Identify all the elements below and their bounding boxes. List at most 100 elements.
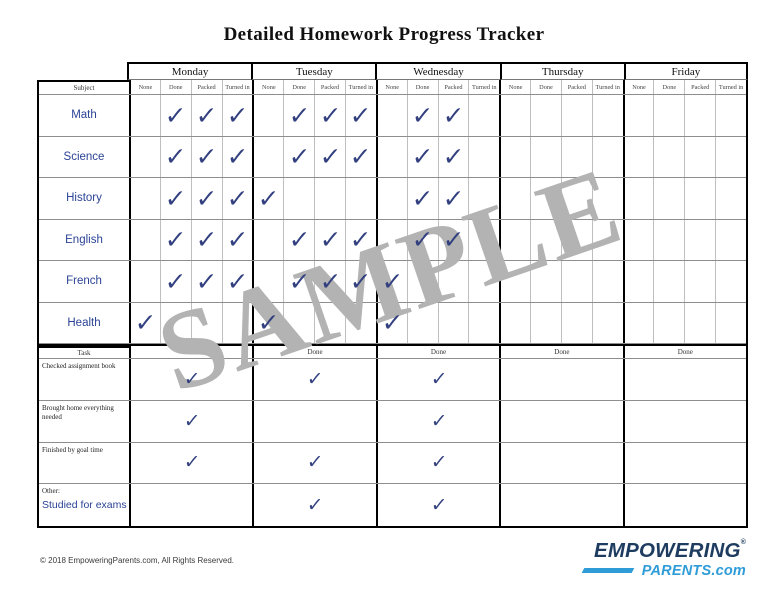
done-header-tuesday: Done xyxy=(252,346,375,358)
check-cell xyxy=(560,178,592,219)
check-cell xyxy=(129,261,160,302)
check-cell xyxy=(221,302,253,343)
check-cell xyxy=(283,178,314,219)
subject-label: History xyxy=(66,192,102,205)
task-label: Other: xyxy=(42,487,60,496)
checkmark-icon: ✓ xyxy=(380,266,404,296)
checkmark-icon: ✓ xyxy=(287,100,311,130)
status-header-row: Subject None Done Packed Turned in None Done Pa… xyxy=(39,80,746,95)
checkmark-icon: ✓ xyxy=(225,100,249,130)
checkmark-icon: ✓ xyxy=(349,225,373,255)
check-cell: ✓ xyxy=(190,136,222,177)
checkmark-icon: ✓ xyxy=(441,225,465,255)
status-col-header-monday-turned-in: Turned in xyxy=(221,80,253,94)
check-cell xyxy=(715,178,746,219)
check-cell xyxy=(622,302,654,343)
homework-tracker-table: Monday Tuesday Wednesday Thursday Friday Sub… xyxy=(37,62,748,529)
check-cell: ✓ xyxy=(221,261,253,302)
check-cell: ✓ xyxy=(437,136,469,177)
checkmark-icon: ✓ xyxy=(195,183,219,213)
done-header-wednesday: Done xyxy=(375,346,499,358)
checkmark-icon: ✓ xyxy=(225,225,249,255)
checkmark-icon: ✓ xyxy=(257,308,281,338)
check-cell xyxy=(715,95,746,136)
checkmark-icon: ✓ xyxy=(441,142,465,172)
check-cell: ✓ xyxy=(283,136,314,177)
status-col-header-wednesday-done: Done xyxy=(406,80,438,94)
checkmark-icon: ✓ xyxy=(164,225,188,255)
check-cell xyxy=(591,219,623,260)
task-check-cell: ✓ xyxy=(252,442,375,484)
check-cell xyxy=(653,302,684,343)
logo-swoosh-bar xyxy=(581,568,635,574)
check-cell: ✓ xyxy=(344,136,376,177)
check-cell xyxy=(715,219,746,260)
checkmark-icon: ✓ xyxy=(287,266,311,296)
task-check-cell: ✓ xyxy=(129,442,252,484)
status-col-header-thursday-packed: Packed xyxy=(560,80,592,94)
check-cell: ✓ xyxy=(221,178,253,219)
subject-row-math: Math ✓ ✓ ✓ ✓ ✓ ✓ ✓ ✓ xyxy=(39,95,746,137)
checkmark-icon: ✓ xyxy=(441,100,465,130)
checkmark-icon: ✓ xyxy=(318,100,342,130)
check-cell xyxy=(129,95,160,136)
check-cell: ✓ xyxy=(375,261,407,302)
task-check-cell: ✓ xyxy=(375,442,499,484)
check-cell xyxy=(591,261,623,302)
check-cell xyxy=(499,302,530,343)
check-cell: ✓ xyxy=(314,95,345,136)
task-header-row: Task Done Done Done Done Done xyxy=(39,344,746,359)
check-cell: ✓ xyxy=(437,219,469,260)
checkmark-icon: ✓ xyxy=(287,142,311,172)
checkmark-icon: ✓ xyxy=(306,367,324,390)
checkmark-icon: ✓ xyxy=(306,493,324,516)
check-cell xyxy=(684,178,715,219)
checkmark-icon: ✓ xyxy=(164,100,188,130)
check-cell xyxy=(344,302,376,343)
check-cell xyxy=(314,178,345,219)
status-col-header-tuesday-packed: Packed xyxy=(314,80,345,94)
checkmark-icon: ✓ xyxy=(133,308,157,338)
check-cell: ✓ xyxy=(344,261,376,302)
checkmark-icon: ✓ xyxy=(318,225,342,255)
status-col-header-friday-turned-in: Turned in xyxy=(715,80,746,94)
logo-parents-text: PARENTS.com xyxy=(642,563,746,579)
task-check-cell: ✓ xyxy=(375,400,499,442)
check-cell xyxy=(283,302,314,343)
day-header-row: Monday Tuesday Wednesday Thursday Friday xyxy=(127,62,748,80)
check-cell xyxy=(314,302,345,343)
status-col-header-wednesday-packed: Packed xyxy=(437,80,469,94)
check-cell: ✓ xyxy=(252,302,283,343)
checkmark-icon: ✓ xyxy=(318,266,342,296)
check-cell xyxy=(560,302,592,343)
done-header-thursday: Done xyxy=(499,346,622,358)
check-cell: ✓ xyxy=(375,302,407,343)
check-cell xyxy=(499,178,530,219)
check-cell xyxy=(715,261,746,302)
subject-label-cell: French xyxy=(39,261,129,302)
checkmark-icon: ✓ xyxy=(411,142,435,172)
check-cell xyxy=(468,261,499,302)
checkmark-icon: ✓ xyxy=(380,308,404,338)
checkmark-icon: ✓ xyxy=(318,142,342,172)
checkmark-icon: ✓ xyxy=(164,266,188,296)
checkmark-icon: ✓ xyxy=(411,100,435,130)
check-cell: ✓ xyxy=(190,261,222,302)
check-cell: ✓ xyxy=(221,219,253,260)
check-cell: ✓ xyxy=(159,178,191,219)
subject-label: French xyxy=(66,275,102,288)
subject-label-cell: Health xyxy=(39,303,129,344)
subject-label-cell: English xyxy=(39,220,129,261)
check-cell xyxy=(591,95,623,136)
checkmark-icon: ✓ xyxy=(183,451,201,474)
check-cell xyxy=(406,302,438,343)
check-cell xyxy=(560,219,592,260)
checkmark-icon: ✓ xyxy=(429,451,448,474)
check-cell xyxy=(684,261,715,302)
logo-empowering-text: EMPOWERING® xyxy=(583,539,746,562)
empowering-parents-logo: EMPOWERING® PARENTS.com xyxy=(581,539,746,579)
done-header-monday: Done xyxy=(129,346,252,358)
check-cell xyxy=(622,261,654,302)
task-label-detail: Studied for exams xyxy=(42,498,127,511)
day-header-monday: Monday xyxy=(127,62,252,80)
